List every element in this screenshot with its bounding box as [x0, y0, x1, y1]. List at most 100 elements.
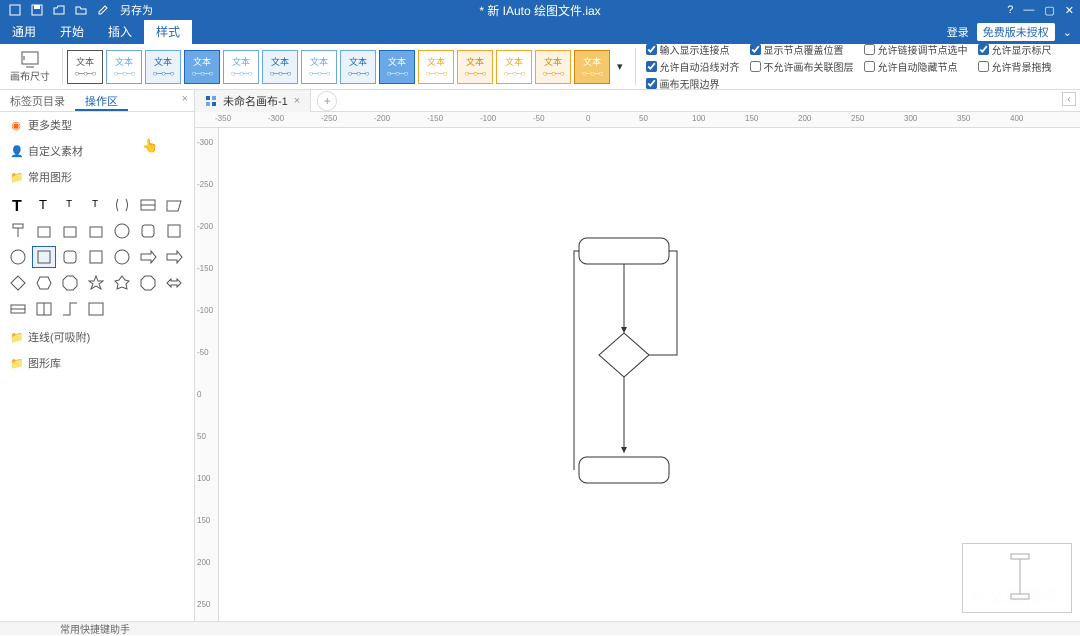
sidebar-tab-1[interactable]: 操作区	[75, 90, 128, 111]
style-swatch-1[interactable]: 文本○─○─○	[106, 50, 142, 84]
svg-text:T: T	[12, 198, 22, 215]
check-2[interactable]: 允许链接调节点选中	[864, 42, 968, 57]
check-4[interactable]: 允许自动沿线对齐	[646, 59, 740, 74]
help-icon[interactable]: ?	[1007, 4, 1013, 16]
shape-11[interactable]	[110, 220, 134, 242]
sidebar-close-icon[interactable]: ×	[176, 90, 194, 111]
style-swatch-7[interactable]: 文本○─○─○	[340, 50, 376, 84]
shape-4[interactable]	[110, 194, 134, 216]
maximize-icon[interactable]: ▢	[1044, 4, 1054, 17]
folder-icon[interactable]	[74, 3, 88, 17]
open-icon[interactable]	[52, 3, 66, 17]
add-tab-button[interactable]: +	[317, 91, 337, 111]
shape-2[interactable]: T	[58, 194, 82, 216]
menubar: 通用开始插入样式 登录 免费版未授权 ⌄	[0, 20, 1080, 44]
shape-22[interactable]	[32, 272, 56, 294]
save-icon[interactable]	[30, 3, 44, 17]
style-more-icon[interactable]: ▾	[613, 60, 627, 73]
style-swatch-10[interactable]: 文本○─○─○	[457, 50, 493, 84]
style-swatch-0[interactable]: 文本○─○─○	[67, 50, 103, 84]
shape-13[interactable]	[162, 220, 186, 242]
shape-27[interactable]	[162, 272, 186, 294]
shape-21[interactable]	[6, 272, 30, 294]
shape-29[interactable]	[32, 298, 56, 320]
style-swatch-8[interactable]: 文本○─○─○	[379, 50, 415, 84]
style-swatch-3[interactable]: 文本○─○─○	[184, 50, 220, 84]
check-8[interactable]: 画布无限边界	[646, 76, 740, 91]
login-link[interactable]: 登录	[947, 24, 969, 40]
cat-more[interactable]: ◉更多类型	[0, 112, 194, 138]
shape-5[interactable]	[136, 194, 160, 216]
shape-7[interactable]	[6, 220, 30, 242]
canvas-size-button[interactable]: 画布尺寸	[6, 48, 54, 86]
shape-26[interactable]	[136, 272, 160, 294]
check-7[interactable]: 允许背景拖拽	[978, 59, 1052, 74]
shape-10[interactable]	[84, 220, 108, 242]
shape-25[interactable]	[110, 272, 134, 294]
ruler-vertical: -300-250-200-150-100-50050100150200250	[195, 128, 219, 621]
sidebar-tab-0[interactable]: 标签页目录	[0, 90, 75, 111]
shape-12[interactable]	[136, 220, 160, 242]
menu-tab-3[interactable]: 样式	[144, 20, 192, 44]
shape-palette: TTTT	[0, 190, 194, 324]
style-swatch-6[interactable]: 文本○─○─○	[301, 50, 337, 84]
shape-14[interactable]	[6, 246, 30, 268]
menu-tab-0[interactable]: 通用	[0, 20, 48, 44]
svg-text:T: T	[92, 199, 98, 210]
shape-0[interactable]: T	[6, 194, 30, 216]
menu-tab-1[interactable]: 开始	[48, 20, 96, 44]
edit-icon[interactable]	[96, 3, 110, 17]
saveas-button[interactable]: 另存为	[120, 2, 153, 18]
style-swatch-12[interactable]: 文本○─○─○	[535, 50, 571, 84]
canvas-size-label: 画布尺寸	[10, 68, 50, 83]
statusbar: 常用快捷键助手	[0, 621, 1080, 635]
shape-8[interactable]	[32, 220, 56, 242]
style-swatch-2[interactable]: 文本○─○─○	[145, 50, 181, 84]
shape-30[interactable]	[58, 298, 82, 320]
style-swatch-11[interactable]: 文本○─○─○	[496, 50, 532, 84]
collapse-ribbon-icon[interactable]: ⌄	[1063, 26, 1072, 39]
shape-28[interactable]	[6, 298, 30, 320]
close-icon[interactable]: ✕	[1065, 4, 1074, 17]
shape-16[interactable]	[58, 246, 82, 268]
shape-18[interactable]	[110, 246, 134, 268]
doc-tab[interactable]: 未命名画布-1 ×	[195, 90, 311, 112]
style-swatch-13[interactable]: 文本○─○─○	[574, 50, 610, 84]
minimap[interactable]	[962, 543, 1072, 613]
flowchart-diagram[interactable]	[559, 233, 719, 513]
check-5[interactable]: 不允许画布关联图层	[750, 59, 854, 74]
style-swatch-5[interactable]: 文本○─○─○	[262, 50, 298, 84]
shape-31[interactable]	[84, 298, 108, 320]
shape-9[interactable]	[58, 220, 82, 242]
canvas[interactable]: 什么值得买	[219, 128, 1080, 621]
menu-tab-2[interactable]: 插入	[96, 20, 144, 44]
sidebar: 标签页目录操作区× ◉更多类型 👤自定义素材 📁常用图形 TTTT 📁连线(可吸…	[0, 90, 195, 621]
canvas-area: 未命名画布-1 × + -350-300-250-200-150-100-500…	[195, 90, 1080, 621]
new-icon[interactable]	[8, 3, 22, 17]
shape-15[interactable]	[32, 246, 56, 268]
cat-lines[interactable]: 📁连线(可吸附)	[0, 324, 194, 350]
license-badge[interactable]: 免费版未授权	[977, 23, 1055, 41]
shape-17[interactable]	[84, 246, 108, 268]
check-6[interactable]: 允许自动隐藏节点	[864, 59, 968, 74]
svg-text:T: T	[66, 199, 72, 210]
close-tab-icon[interactable]: ×	[294, 95, 300, 107]
minimize-icon[interactable]: —	[1023, 4, 1034, 16]
cat-custom[interactable]: 👤自定义素材	[0, 138, 194, 164]
shape-1[interactable]: T	[32, 194, 56, 216]
collapse-panel-icon[interactable]: ‹	[1062, 92, 1076, 106]
check-0[interactable]: 输入显示连接点	[646, 42, 740, 57]
shape-23[interactable]	[58, 272, 82, 294]
cat-lib[interactable]: 📁图形库	[0, 350, 194, 376]
style-swatch-4[interactable]: 文本○─○─○	[223, 50, 259, 84]
check-3[interactable]: 允许显示标尺	[978, 42, 1052, 57]
shape-24[interactable]	[84, 272, 108, 294]
shape-19[interactable]	[136, 246, 160, 268]
check-1[interactable]: 显示节点覆盖位置	[750, 42, 854, 57]
shape-6[interactable]	[162, 194, 186, 216]
style-swatch-9[interactable]: 文本○─○─○	[418, 50, 454, 84]
shape-20[interactable]	[162, 246, 186, 268]
titlebar: 另存为 * 新 IAuto 绘图文件.iax ? — ▢ ✕	[0, 0, 1080, 20]
shape-3[interactable]: T	[84, 194, 108, 216]
cat-common[interactable]: 📁常用图形	[0, 164, 194, 190]
